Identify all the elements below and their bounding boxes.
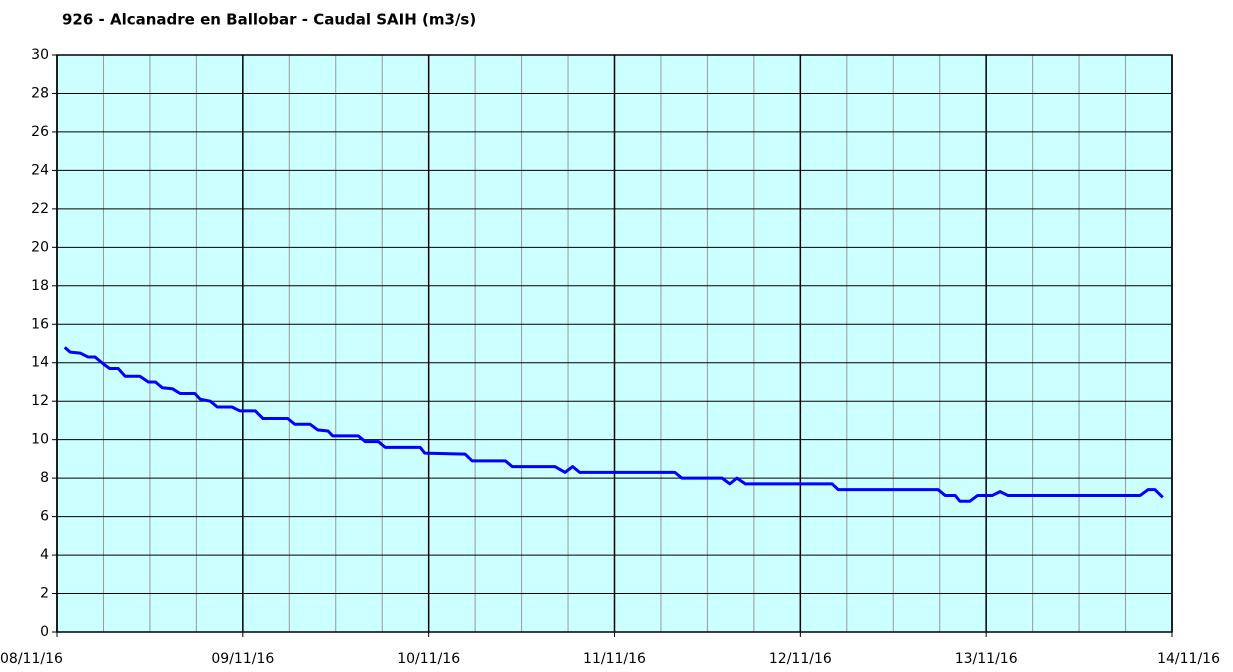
y-tick-label: 10	[31, 432, 49, 448]
x-tick-label: 08/11/16	[0, 651, 63, 667]
y-tick-label: 30	[31, 47, 49, 63]
y-tick-label: 12	[31, 393, 49, 409]
y-tick-label: 0	[40, 624, 49, 640]
y-tick-label: 8	[40, 470, 49, 486]
x-tick-label: 09/11/16	[211, 651, 274, 667]
y-tick-label: 2	[40, 586, 49, 602]
data-line	[63, 346, 1164, 503]
x-tick-label: 11/11/16	[583, 651, 646, 667]
y-tick-label: 20	[31, 239, 49, 255]
y-tick-label: 6	[40, 509, 49, 525]
y-tick-label: 28	[31, 85, 49, 101]
x-tick-label: 10/11/16	[397, 651, 460, 667]
y-tick-label: 26	[31, 124, 49, 140]
y-tick-label: 18	[31, 278, 49, 294]
y-tick-label: 14	[31, 355, 49, 371]
chart-title: 926 - Alcanadre en Ballobar - Caudal SAI…	[62, 11, 476, 29]
plot-border	[56, 54, 1173, 633]
x-tick-label: 14/11/16	[1157, 651, 1220, 667]
y-tick-label: 22	[31, 201, 49, 217]
y-tick-label: 24	[31, 162, 49, 178]
y-tick-label: 4	[40, 547, 49, 563]
x-tick-label: 12/11/16	[769, 651, 832, 667]
y-tick-label: 16	[31, 316, 49, 332]
x-tick-label: 13/11/16	[955, 651, 1018, 667]
